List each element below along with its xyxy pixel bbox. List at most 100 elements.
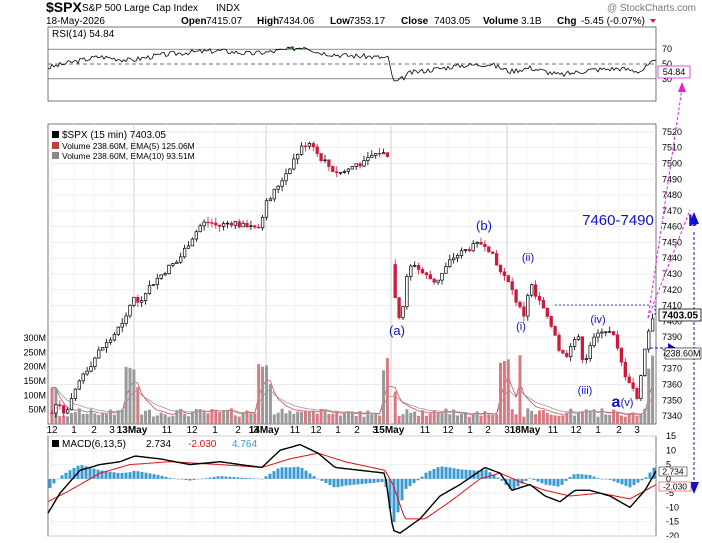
time-tick: 14May xyxy=(249,425,280,436)
candle-body xyxy=(104,342,109,348)
target-range: 7460-7490 xyxy=(582,212,654,229)
price-tick: 7460 xyxy=(662,222,682,232)
volume-bar xyxy=(175,410,179,424)
exchange: INDX xyxy=(216,3,240,14)
candle-body xyxy=(483,243,487,248)
quote-item: 7403.05 xyxy=(434,16,471,27)
macd-hist-bar xyxy=(80,465,84,479)
macd-hist-bar xyxy=(120,472,124,479)
candle-body xyxy=(268,198,273,202)
macd-hist-bar xyxy=(540,478,544,484)
volume-bar xyxy=(510,409,514,424)
macd-legend: MACD(6,13,5) 2.734 -2.030 4.764 xyxy=(52,439,257,450)
volume-bar xyxy=(393,391,397,424)
macd-hist-bar xyxy=(424,472,428,479)
volume-bar xyxy=(70,413,73,424)
macd-hist-bar xyxy=(312,476,316,479)
macd-hist-bar xyxy=(136,471,140,479)
volume-bar xyxy=(577,412,580,424)
candle-body xyxy=(132,296,136,306)
macd-hist-bar xyxy=(104,471,108,479)
candle-body xyxy=(623,361,627,378)
macd-hist-bar xyxy=(380,478,384,483)
candle-body xyxy=(561,350,565,354)
volume-bar xyxy=(292,413,296,424)
macd-hist-bar xyxy=(512,478,516,490)
quote-item: 3.1B xyxy=(521,16,542,27)
candle-body xyxy=(557,334,561,351)
macd-hist-bar xyxy=(204,478,208,479)
volume-bar xyxy=(167,416,171,424)
macd-hist-bar xyxy=(296,466,300,479)
macd-hist-bar xyxy=(536,478,540,482)
quote-item: -5.45 (-0.07%) xyxy=(581,16,645,27)
candle-body xyxy=(54,404,58,414)
candle-body xyxy=(190,238,195,247)
volume-bar xyxy=(323,409,327,424)
time-tick: 3 xyxy=(504,425,510,436)
macd-hist-bar xyxy=(388,478,392,509)
candle-body xyxy=(381,152,386,155)
volume-bar xyxy=(417,415,421,424)
volume-ema5 xyxy=(51,375,653,415)
candle-body xyxy=(272,188,276,200)
volume-bar xyxy=(573,415,577,424)
volume-ema-lines xyxy=(51,375,653,415)
macd-hist-bar xyxy=(628,478,632,488)
candle-body xyxy=(592,336,596,347)
price-tick: 7450 xyxy=(662,237,682,247)
volume-bar xyxy=(233,415,237,424)
time-tick: 3 xyxy=(253,425,259,436)
candle-body xyxy=(116,326,120,335)
rsi-grid xyxy=(48,48,656,80)
macd-hist-bar xyxy=(64,472,68,479)
volume-bar xyxy=(288,410,292,424)
candle-body xyxy=(311,143,315,148)
macd-tick: -15 xyxy=(666,517,679,527)
macd-hist-bar xyxy=(468,470,472,479)
candle-body xyxy=(467,249,471,252)
volume-bar xyxy=(616,412,619,424)
macd-hist-bar xyxy=(244,477,248,479)
macd-hist-bar xyxy=(440,466,444,479)
macd-hist-bar xyxy=(100,470,104,479)
volume-bar xyxy=(569,408,573,424)
candle-body xyxy=(502,271,507,276)
volume-bar xyxy=(526,408,530,424)
volume-bar xyxy=(483,411,487,424)
rsi-tick: 70 xyxy=(662,44,672,54)
volume-bar xyxy=(144,410,148,424)
quote-item: Volume xyxy=(483,16,519,27)
macd-hist-bar xyxy=(240,477,244,479)
candle-body xyxy=(522,306,526,317)
volume-bar xyxy=(319,408,323,424)
volume-bar xyxy=(631,412,635,424)
wave-label-v: (v) xyxy=(621,397,634,409)
macd-hist-bar xyxy=(516,478,520,487)
volume-bar xyxy=(596,416,600,424)
price-tick: 7420 xyxy=(662,285,682,295)
volume-bar xyxy=(354,415,358,424)
candle-body xyxy=(257,226,261,229)
candle-body xyxy=(284,173,288,182)
candle-body xyxy=(424,272,429,276)
rsi-tick: 30 xyxy=(662,74,672,84)
time-tick: 2 xyxy=(235,425,241,436)
macd-hist-bar xyxy=(480,470,484,479)
candle-body xyxy=(643,348,647,376)
volume-bar xyxy=(226,410,229,424)
macd-hist-bar xyxy=(544,478,548,485)
macd-hist-bar xyxy=(448,467,452,479)
candle-body xyxy=(280,180,284,187)
macd-hist-bar xyxy=(284,467,288,479)
macd-hist-bar xyxy=(52,478,56,484)
projection-line-rsi xyxy=(647,87,683,319)
candle-body xyxy=(112,334,117,341)
macd-hist-bar xyxy=(584,474,588,479)
volume-bar xyxy=(538,410,541,424)
volume-bar xyxy=(612,409,616,424)
macd-tick: -5 xyxy=(666,488,674,498)
candle-body xyxy=(163,273,167,276)
macd-hist-bar xyxy=(364,478,368,484)
time-tick: 11 xyxy=(162,425,173,436)
